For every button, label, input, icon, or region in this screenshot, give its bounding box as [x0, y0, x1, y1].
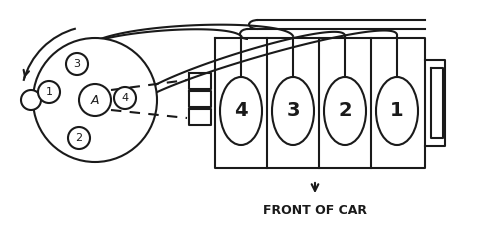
Text: 4: 4 — [234, 101, 248, 120]
Circle shape — [68, 127, 90, 149]
Ellipse shape — [324, 77, 366, 145]
Circle shape — [79, 84, 111, 116]
Text: FRONT OF CAR: FRONT OF CAR — [263, 204, 367, 217]
Text: 1: 1 — [46, 87, 52, 97]
Circle shape — [38, 81, 60, 103]
Ellipse shape — [272, 77, 314, 145]
Ellipse shape — [220, 77, 262, 145]
Circle shape — [114, 87, 136, 109]
Ellipse shape — [376, 77, 418, 145]
Circle shape — [21, 90, 41, 110]
Circle shape — [33, 38, 157, 162]
Text: 1: 1 — [390, 101, 404, 120]
Text: 4: 4 — [122, 93, 128, 103]
Circle shape — [66, 53, 88, 75]
Text: 2: 2 — [338, 101, 352, 120]
Text: A: A — [91, 93, 99, 106]
Text: 3: 3 — [286, 101, 300, 120]
Text: 3: 3 — [74, 59, 80, 69]
Text: 2: 2 — [76, 133, 82, 143]
